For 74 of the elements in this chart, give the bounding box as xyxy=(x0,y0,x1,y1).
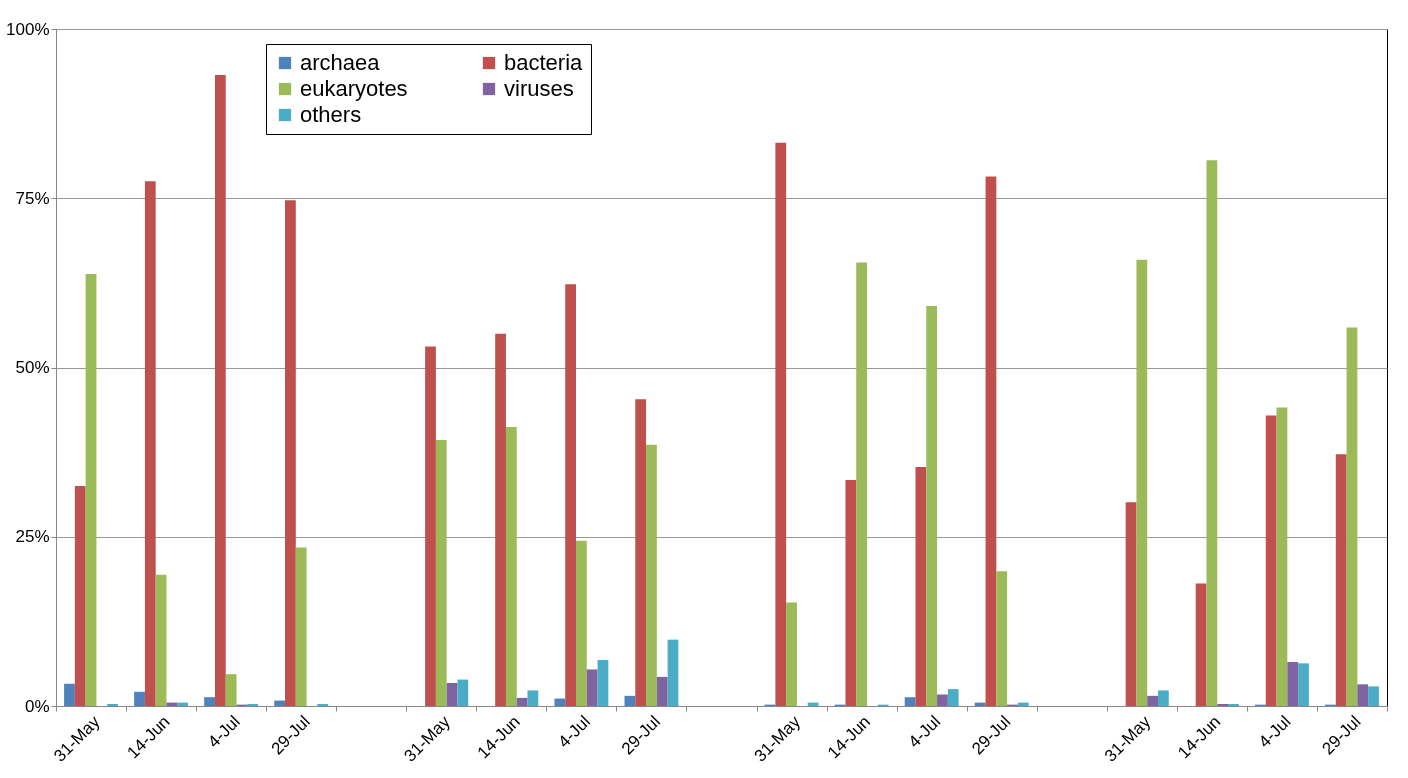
bar xyxy=(317,703,329,706)
bar xyxy=(1157,690,1169,706)
bar xyxy=(646,444,657,706)
y-tick-label: 25% xyxy=(15,527,50,547)
legend-label: others xyxy=(300,102,362,127)
bar xyxy=(204,697,215,706)
bar xyxy=(786,602,797,706)
bar xyxy=(527,690,539,706)
bar xyxy=(1147,695,1158,706)
bar xyxy=(1206,160,1218,706)
bar xyxy=(1368,686,1379,706)
legend-label: bacteria xyxy=(504,50,584,75)
bar xyxy=(845,479,857,706)
bar xyxy=(505,427,517,706)
bar xyxy=(996,571,1008,706)
bar xyxy=(85,274,97,706)
bar xyxy=(247,703,259,706)
bar xyxy=(144,181,156,706)
bar xyxy=(166,702,178,706)
bar xyxy=(457,679,469,706)
bar xyxy=(134,691,145,706)
bar xyxy=(214,75,226,706)
bar xyxy=(856,262,867,706)
bar xyxy=(947,689,959,706)
bar xyxy=(155,574,167,706)
bar xyxy=(1276,407,1288,706)
bar xyxy=(974,702,986,706)
bar xyxy=(295,547,307,706)
bar xyxy=(656,676,668,706)
bar xyxy=(985,176,997,706)
bar xyxy=(635,399,647,706)
bar xyxy=(576,540,587,706)
bar xyxy=(1228,703,1239,706)
bar xyxy=(1017,702,1029,706)
bar xyxy=(1335,454,1347,706)
bar xyxy=(937,694,948,706)
bar xyxy=(926,305,938,706)
bar xyxy=(597,659,609,706)
y-tick-label: 50% xyxy=(15,358,50,377)
legend-label: eukaryotes xyxy=(300,76,408,101)
y-tick-label: 0% xyxy=(24,696,50,716)
legend-label: archaea xyxy=(300,50,381,75)
bar xyxy=(495,333,506,706)
bar xyxy=(446,682,458,706)
bar xyxy=(274,700,286,706)
bar xyxy=(425,346,436,706)
bar xyxy=(904,697,916,706)
legend-label: viruses xyxy=(504,76,574,101)
bar xyxy=(1298,663,1309,706)
bar xyxy=(1346,327,1358,706)
bar xyxy=(586,669,598,706)
bar xyxy=(516,697,528,706)
bar xyxy=(177,702,189,706)
bar xyxy=(1217,703,1229,706)
bar xyxy=(667,639,679,706)
bar xyxy=(285,200,296,706)
bar xyxy=(554,698,566,706)
bar xyxy=(775,142,787,706)
bar xyxy=(915,467,927,706)
bar xyxy=(435,439,447,706)
bar xyxy=(1287,662,1299,706)
bar xyxy=(1357,684,1369,706)
bar xyxy=(1125,502,1137,706)
bar xyxy=(107,703,118,706)
bar xyxy=(624,695,636,706)
y-tick-label: 75% xyxy=(15,188,50,208)
bar xyxy=(74,485,86,706)
bar xyxy=(64,683,75,706)
bar xyxy=(225,674,237,706)
bar xyxy=(1265,415,1277,706)
bar xyxy=(1136,259,1148,706)
bar xyxy=(1195,583,1207,706)
y-tick-label: 100% xyxy=(6,19,50,39)
bar xyxy=(565,284,577,706)
